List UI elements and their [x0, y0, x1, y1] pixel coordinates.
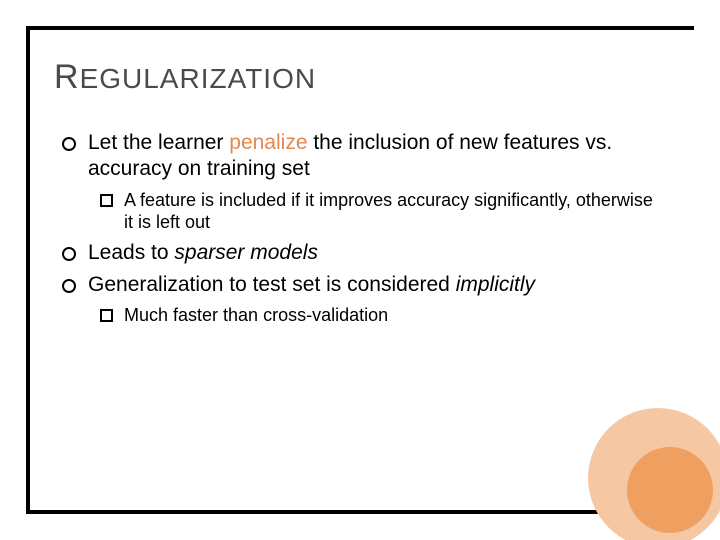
text-run: penalize [229, 131, 307, 154]
title-rest: EGULARIZATION [80, 63, 317, 94]
slide-content: Let the learner penalize the inclusion o… [60, 130, 660, 333]
text-run: implicitly [456, 273, 535, 296]
border-top [26, 26, 694, 30]
text-run: Leads to [88, 241, 174, 264]
text-run: sparser models [174, 241, 318, 264]
text-run: Generalization to test set is considered [88, 273, 456, 296]
bullet-level1: Let the learner penalize the inclusion o… [60, 130, 660, 183]
bullet-level2: Much faster than cross-validation [100, 304, 660, 327]
bullet-level1: Leads to sparser models [60, 240, 660, 266]
text-run: A feature is included if it improves acc… [124, 190, 653, 233]
text-run: Let the learner [88, 131, 229, 154]
text-run: Much faster than cross-validation [124, 305, 388, 325]
slide: REGULARIZATION Let the learner penalize … [0, 0, 720, 540]
title-cap: R [54, 58, 80, 96]
bullet-level1: Generalization to test set is considered… [60, 272, 660, 298]
deco-circle-inner [627, 447, 713, 533]
bullet-level2: A feature is included if it improves acc… [100, 189, 660, 234]
slide-title: REGULARIZATION [54, 58, 316, 97]
corner-decoration [588, 408, 708, 528]
border-left [26, 26, 30, 514]
